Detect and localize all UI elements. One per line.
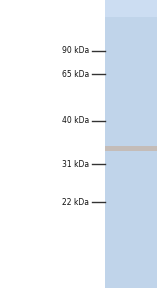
Text: 31 kDa: 31 kDa: [62, 160, 89, 169]
Text: 40 kDa: 40 kDa: [62, 116, 89, 125]
Bar: [105, 0, 157, 17]
Bar: [105, 3, 157, 288]
Text: 90 kDa: 90 kDa: [62, 47, 89, 55]
Text: 65 kDa: 65 kDa: [62, 70, 89, 79]
Bar: [105, 146, 157, 151]
Text: 22 kDa: 22 kDa: [62, 198, 89, 207]
Bar: [0, 0, 105, 291]
